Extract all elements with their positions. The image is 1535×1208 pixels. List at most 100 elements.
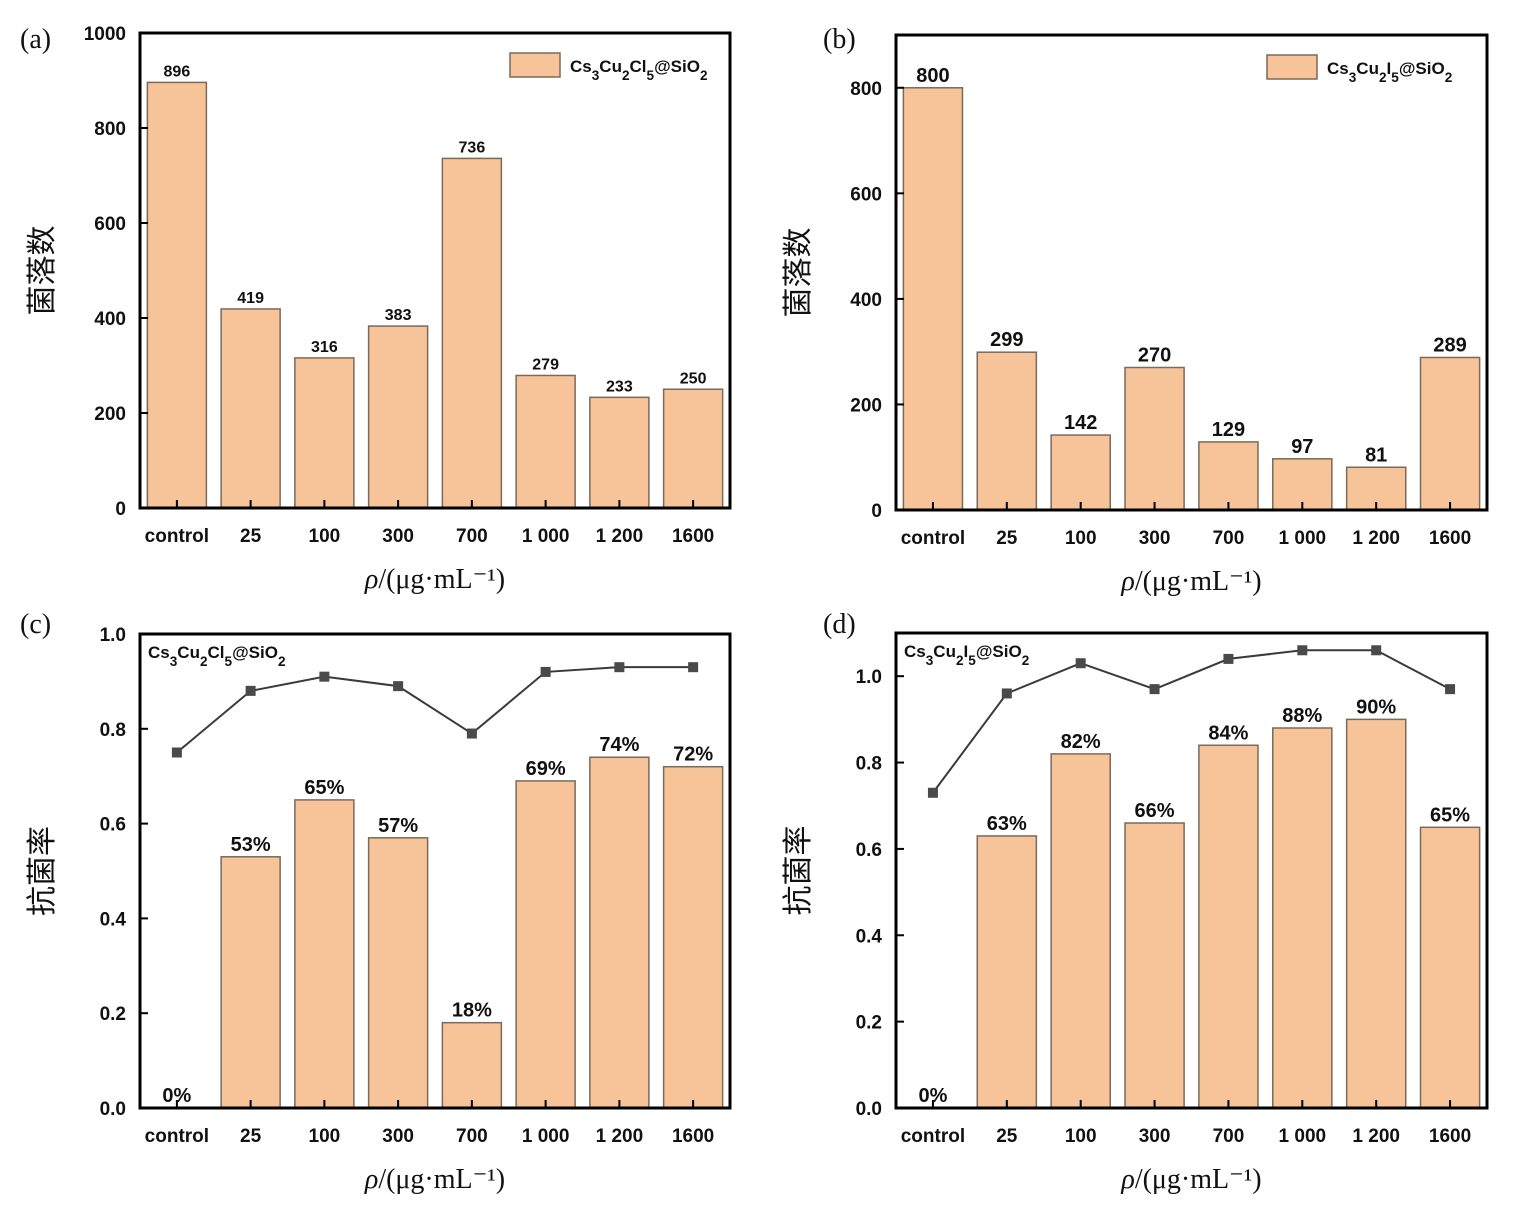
bar-value-label: 18% <box>452 1000 492 1022</box>
bar-value-label: 97 <box>1291 436 1313 458</box>
bar <box>976 351 1038 511</box>
x-tick-label: 1 000 <box>522 1126 570 1147</box>
y-tick-label: 800 <box>94 119 126 140</box>
y-axis-title: 菌落数 <box>25 226 60 316</box>
line-marker <box>927 787 938 798</box>
bar <box>589 756 650 1109</box>
line-marker <box>1297 645 1308 656</box>
y-tick-label: 0.2 <box>100 1004 126 1025</box>
bar-value-label: 419 <box>237 290 264 307</box>
panel-c: (c) 0% 53% 65% 57% 18% 69% 74% 72% 0.0 0.2 0.4 0.6 0.… <box>20 609 732 1195</box>
x-tick-label: control <box>145 526 209 547</box>
legend-label: Cs3Cu2I5@SiO2 <box>1327 59 1453 85</box>
x-tick-label: 1 000 <box>1279 528 1327 549</box>
bar <box>1198 441 1259 511</box>
panel-annotation: Cs3Cu2Cl5@SiO2 <box>148 643 286 669</box>
line-marker <box>1371 645 1382 656</box>
panel-label: (b) <box>823 24 856 55</box>
x-axis-title: ρ/(μg·mL⁻¹) <box>364 1164 505 1195</box>
y-tick-label: 600 <box>850 184 882 205</box>
x-tick-label: 25 <box>240 1126 262 1147</box>
panel-label: (d) <box>823 609 856 640</box>
bar <box>589 396 650 509</box>
x-tick-label: control <box>901 528 965 549</box>
x-tick-label: 100 <box>1065 1126 1097 1147</box>
y-axis-title: 菌落数 <box>781 228 816 318</box>
bar <box>294 357 355 509</box>
bar-value-label: 66% <box>1135 800 1175 822</box>
line-marker <box>466 728 477 739</box>
x-tick-label: 1600 <box>1429 528 1471 549</box>
bar <box>1419 356 1481 511</box>
x-tick-label: 300 <box>1139 528 1171 549</box>
bar-value-label: 129 <box>1212 419 1245 441</box>
y-tick-label: 0 <box>871 501 882 522</box>
bar <box>367 837 429 1109</box>
y-tick-label: 600 <box>94 214 126 235</box>
bar <box>1050 753 1111 1109</box>
x-tick-label: 25 <box>240 526 262 547</box>
plot-frame <box>894 631 1489 1110</box>
bar-value-label: 896 <box>164 63 191 80</box>
bar <box>662 765 724 1109</box>
panel-label: (c) <box>20 609 51 640</box>
bar-value-label: 270 <box>1138 345 1171 367</box>
line-marker <box>688 662 699 673</box>
y-tick-label: 0.0 <box>856 1099 882 1120</box>
y-tick-label: 0.6 <box>856 840 882 861</box>
bar-value-label: 57% <box>378 815 418 837</box>
x-tick-label: 300 <box>382 1126 414 1147</box>
x-tick-label: 1600 <box>672 1126 714 1147</box>
bar <box>1050 434 1111 511</box>
bar <box>1198 744 1259 1109</box>
bar-value-label: 289 <box>1433 334 1466 356</box>
bar-value-label: 63% <box>987 813 1027 835</box>
line-marker <box>171 747 182 758</box>
x-tick-label: 700 <box>1213 528 1245 549</box>
line-marker <box>614 662 625 673</box>
bar <box>441 1021 503 1109</box>
legend-swatch <box>509 52 561 78</box>
bar-value-label: 233 <box>606 378 633 395</box>
x-tick-label: 700 <box>1213 1126 1245 1147</box>
bar-value-label: 383 <box>385 307 412 324</box>
line-marker <box>1075 658 1086 669</box>
bar-value-label: 74% <box>599 734 639 756</box>
bar <box>515 780 576 1109</box>
x-axis-title: ρ/(μg·mL⁻¹) <box>1120 1164 1261 1195</box>
bar <box>1272 727 1333 1109</box>
panel-d: (d) 0% 63% 82% 66% 84% 88% 90% 65% 0.0 0.2 0.4 0.6 0.… <box>781 609 1489 1195</box>
bar <box>662 388 724 509</box>
y-tick-label: 1000 <box>84 24 126 45</box>
x-tick-label: 1 200 <box>1352 1126 1400 1147</box>
bar-value-label: 81 <box>1365 444 1387 466</box>
y-tick-label: 0.4 <box>856 926 883 947</box>
bar <box>220 856 281 1109</box>
y-tick-label: 1.0 <box>856 667 882 688</box>
panel-a: (a) 896 419 316 383 736 279 233 250 0 200 400 600 800… <box>20 24 732 595</box>
line-marker <box>319 671 330 682</box>
x-tick-label: 25 <box>996 1126 1018 1147</box>
bar-value-label: 736 <box>459 139 486 156</box>
bar-value-label: 88% <box>1282 705 1322 727</box>
x-tick-label: 1 200 <box>596 526 644 547</box>
bar-value-label: 82% <box>1061 731 1101 753</box>
y-axis-title: 抗菌率 <box>25 826 60 916</box>
x-tick-label: 700 <box>456 1126 488 1147</box>
bar <box>976 835 1038 1109</box>
x-tick-label: 100 <box>309 526 341 547</box>
x-tick-label: 700 <box>456 526 488 547</box>
y-tick-label: 0.6 <box>100 815 126 836</box>
panel-label: (a) <box>20 24 51 55</box>
y-tick-label: 400 <box>850 290 882 311</box>
legend-swatch <box>1266 54 1318 80</box>
panel-b: (b) 800 299 142 270 129 97 81 289 0 200 400 600 800 co… <box>781 24 1489 597</box>
bar <box>1419 826 1481 1109</box>
bar <box>441 157 503 509</box>
x-tick-label: control <box>901 1126 965 1147</box>
bar <box>146 81 208 509</box>
y-tick-label: 0.8 <box>856 754 882 775</box>
bar-value-label: 800 <box>916 65 949 87</box>
line-marker <box>1223 653 1234 664</box>
